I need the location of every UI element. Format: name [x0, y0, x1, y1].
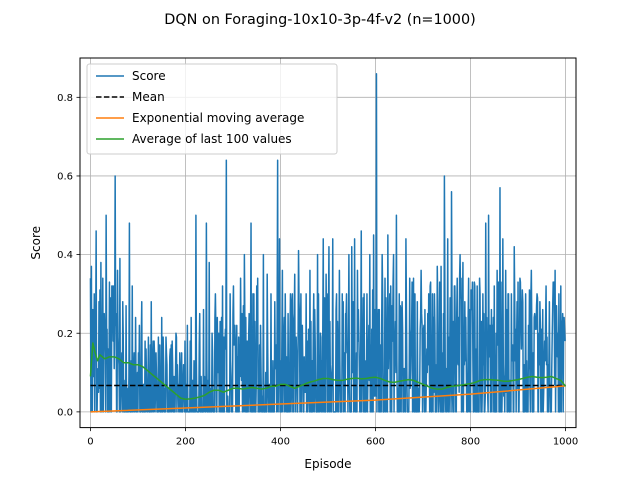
legend-label-3: Average of last 100 values [132, 132, 292, 146]
y-tick-label-0: 0.0 [57, 407, 73, 418]
x-tick-label-2: 400 [271, 437, 290, 448]
y-tick-label-2: 0.4 [57, 250, 73, 261]
series-exponential-moving-average-line [90, 385, 566, 413]
x-axis-label: Episode [304, 457, 351, 471]
y-tick-label-3: 0.6 [57, 172, 73, 183]
x-tick-label-4: 800 [461, 437, 480, 448]
x-tick-label-5: 1000 [553, 437, 578, 448]
axes: 0 200 400 600 800 1000 0.0 0.2 0.4 0.6 0.8 [57, 93, 578, 448]
legend-label-1: Mean [132, 90, 165, 104]
series-average-of-last-100-values-line [89, 342, 567, 401]
chart-title: DQN on Foraging-10x10-3p-4f-v2 (n=1000) [164, 12, 475, 28]
y-tick-label-1: 0.2 [57, 329, 73, 340]
plot-area [89, 72, 567, 413]
y-axis-label: Score [29, 226, 43, 260]
series-score-line [89, 72, 566, 413]
x-tick-label-0: 0 [87, 437, 93, 448]
x-tick-label-1: 200 [176, 437, 195, 448]
legend-box [86, 63, 338, 155]
x-tick-label-3: 600 [366, 437, 385, 448]
legend-label-0: Score [132, 69, 166, 83]
legend-label-2: Exponential moving average [132, 111, 304, 125]
axes-frame [79, 57, 577, 429]
y-tick-label-4: 0.8 [57, 93, 73, 104]
legend: Score Mean Exponential moving average Avera… [86, 63, 338, 155]
